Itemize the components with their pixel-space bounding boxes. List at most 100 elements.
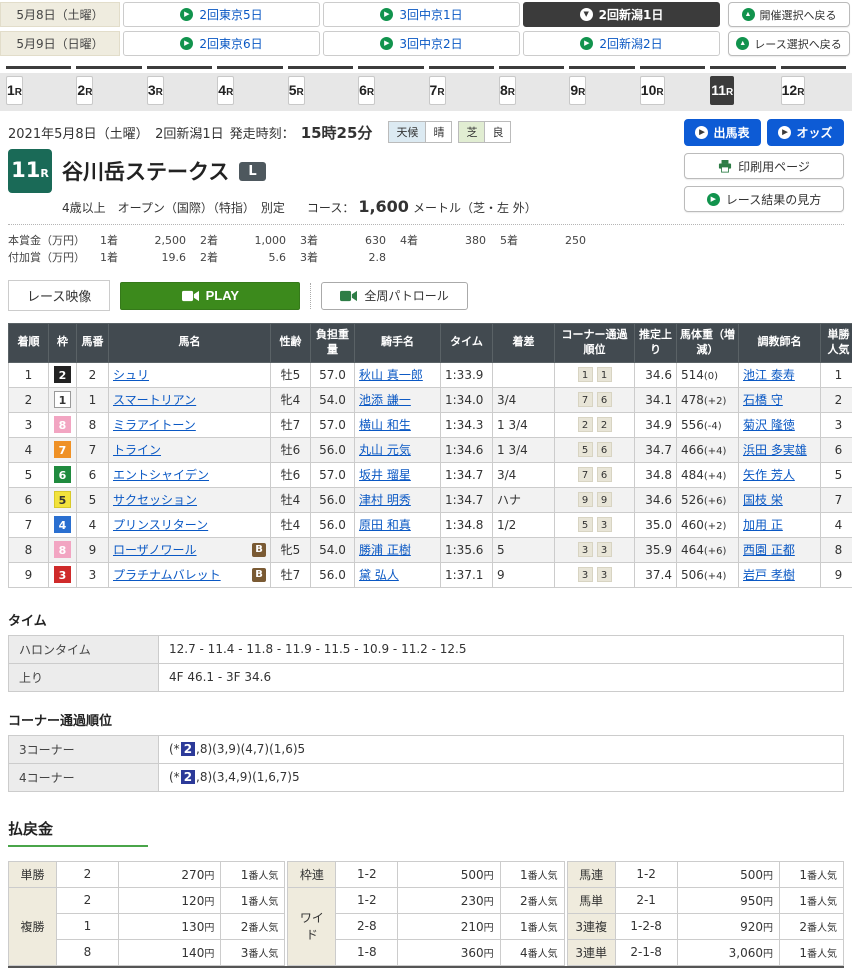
margin: 5 — [493, 537, 555, 562]
jockey-link[interactable]: 津村 明秀 — [359, 493, 411, 507]
finish-position: 8 — [9, 537, 49, 562]
bracket-number: 8 — [54, 416, 71, 433]
play-button[interactable]: PLAY — [120, 282, 300, 310]
margin: 3/4 — [493, 462, 555, 487]
trainer-link[interactable]: 西園 正都 — [743, 543, 795, 557]
combination: 1-2-8 — [615, 913, 677, 939]
trainer-cell: 石橋 守 — [739, 387, 821, 412]
column-header: 単勝人気 — [821, 324, 852, 363]
trainer-link[interactable]: 岩戸 孝樹 — [743, 568, 795, 582]
patrol-video-button[interactable]: 全周パトロール — [321, 282, 467, 310]
trainer-link[interactable]: 石橋 守 — [743, 393, 783, 407]
corner-position-chip: 9 — [578, 492, 593, 507]
jockey-link[interactable]: 原田 和真 — [359, 518, 411, 532]
corner-position-chip: 5 — [578, 442, 593, 457]
horse-name-cell: シュリ — [109, 362, 271, 387]
column-header: 騎手名 — [355, 324, 441, 363]
back-button[interactable]: ▲レース選択へ戻る — [728, 31, 850, 56]
turf-label: 芝 — [458, 121, 484, 143]
column-header: 着差 — [493, 324, 555, 363]
corner-position-chip: 6 — [597, 467, 612, 482]
finish-position: 4 — [9, 437, 49, 462]
jockey-link[interactable]: 秋山 真一郎 — [359, 368, 423, 382]
carried-weight: 56.0 — [311, 512, 355, 537]
meeting-link[interactable]: ▶2回東京5日 — [123, 2, 320, 27]
horse-name-cell: サクセッション — [109, 487, 271, 512]
prize-rank: 3着 — [300, 249, 334, 265]
right-arrow-icon: ▶ — [778, 126, 791, 139]
jockey-link[interactable]: 勝浦 正樹 — [359, 543, 411, 557]
corner-position-chip: 3 — [578, 542, 593, 557]
trainer-link[interactable]: 矢作 芳人 — [743, 468, 795, 482]
jockey-link[interactable]: 横山 和生 — [359, 418, 411, 432]
jockey-link[interactable]: 丸山 元気 — [359, 443, 411, 457]
horse-name-link[interactable]: エントシャイデン — [113, 466, 209, 483]
finish-position: 9 — [9, 562, 49, 587]
course-suffix: メートル（芝・左 外） — [413, 199, 537, 216]
meeting-link[interactable]: ▶2回新潟2日 — [523, 31, 720, 56]
trainer-link[interactable]: 池江 泰寿 — [743, 368, 795, 382]
payout-popularity: 1番人気 — [779, 939, 843, 965]
jockey-link[interactable]: 池添 謙一 — [359, 393, 411, 407]
start-time-value: 15時25分 — [301, 122, 373, 143]
meeting-link[interactable]: ▶3回中京1日 — [323, 2, 520, 27]
trainer-link[interactable]: 浜田 多実雄 — [743, 443, 807, 457]
start-time-label: 発走時刻： — [230, 123, 295, 142]
entries-button[interactable]: ▶ 出馬表 — [684, 119, 761, 146]
horse-name-link[interactable]: サクセッション — [113, 491, 197, 508]
jockey-link[interactable]: 黛 弘人 — [359, 568, 399, 582]
trainer-link[interactable]: 加用 正 — [743, 518, 783, 532]
bet-type-label: 馬連 — [567, 861, 615, 887]
finish-time: 1:35.6 — [441, 537, 493, 562]
sex-age: 牝4 — [271, 387, 311, 412]
horse-name-link[interactable]: スマートリアン — [113, 391, 196, 408]
horse-number: 2 — [77, 362, 109, 387]
corner-position-chip: 9 — [597, 492, 612, 507]
trainer-cell: 国枝 栄 — [739, 487, 821, 512]
horse-name-link[interactable]: プラチナムバレット — [113, 566, 221, 583]
horse-name-link[interactable]: ローザノワール — [113, 541, 197, 558]
horse-name-link[interactable]: シュリ — [113, 366, 149, 383]
result-guide-button[interactable]: ▶ レース結果の見方 — [684, 186, 844, 212]
trainer-link[interactable]: 国枝 栄 — [743, 493, 783, 507]
odds-button[interactable]: ▶ オッズ — [767, 119, 844, 146]
trainer-link[interactable]: 菊沢 隆徳 — [743, 418, 795, 432]
corner-position-chip: 3 — [597, 542, 612, 557]
combination: 2-1 — [615, 887, 677, 913]
body-weight: 514(0) — [677, 362, 739, 387]
back-button[interactable]: ▲開催選択へ戻る — [728, 2, 850, 27]
horse-name-link[interactable]: トライン — [113, 441, 161, 458]
corner-position-chip: 3 — [578, 567, 593, 582]
jockey-link[interactable]: 坂井 瑠星 — [359, 468, 411, 482]
meeting-link[interactable]: ▶3回中京2日 — [323, 31, 520, 56]
horse-number: 4 — [77, 512, 109, 537]
payout-amount: 3,060円 — [677, 939, 779, 965]
prize-rank: 4着 — [400, 232, 434, 248]
corner-position-chip: 1 — [578, 367, 593, 382]
meeting-link-label: 2回新潟1日 — [599, 6, 664, 23]
carried-weight: 56.0 — [311, 487, 355, 512]
body-weight: 556(-4) — [677, 412, 739, 437]
win-popularity: 4 — [821, 512, 852, 537]
meeting-link[interactable]: ▼2回新潟1日 — [523, 2, 720, 27]
meeting-link[interactable]: ▶2回東京6日 — [123, 31, 320, 56]
horse-name-link[interactable]: プリンスリターン — [113, 516, 208, 533]
print-page-button[interactable]: 印刷用ページ — [684, 153, 844, 179]
horse-name-link[interactable]: ミラアイトーン — [113, 416, 196, 433]
